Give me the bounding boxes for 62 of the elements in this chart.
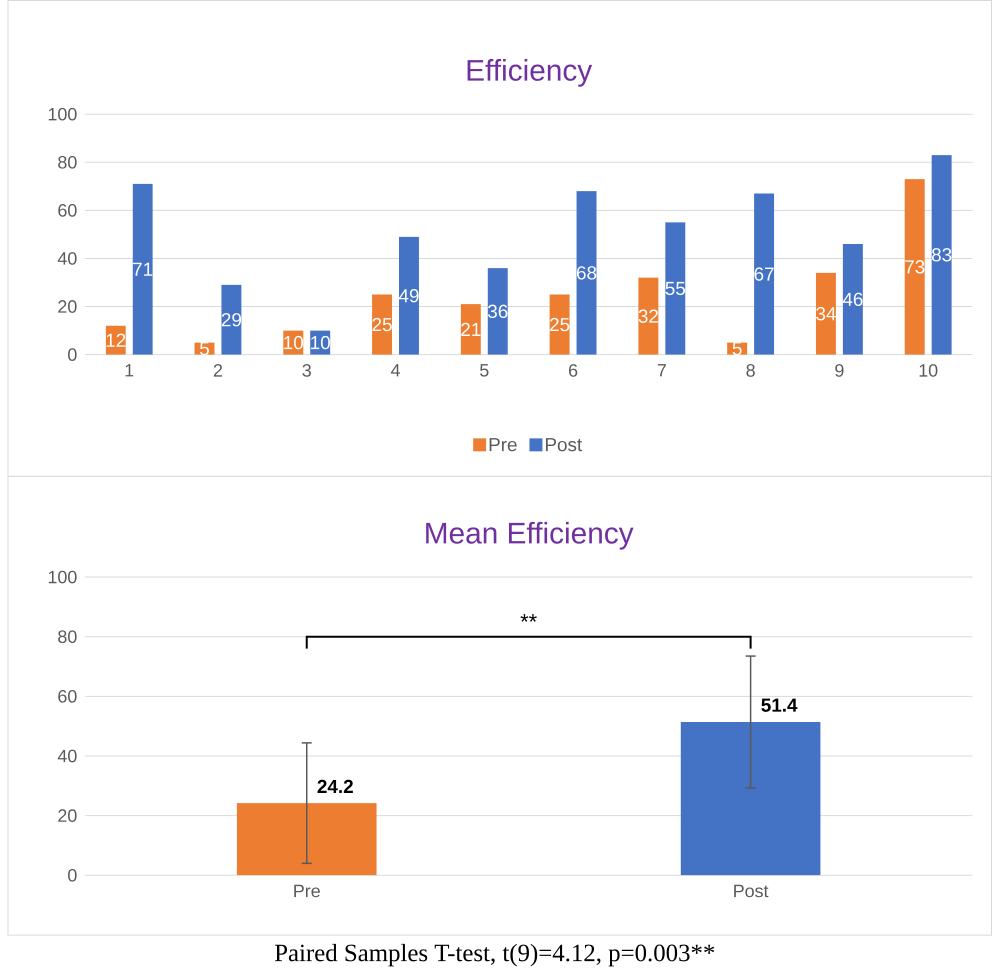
x-tick-label: 4 bbox=[390, 364, 400, 376]
y-tick-label: 20 bbox=[58, 300, 77, 313]
data-label: 25 bbox=[372, 318, 392, 332]
bar bbox=[460, 304, 481, 355]
y-tick-label: 60 bbox=[58, 690, 77, 703]
data-label: 25 bbox=[550, 318, 570, 332]
annotation: ** bbox=[520, 614, 537, 622]
text: Paired Samples T-test, t(9)=4.12, p=0.003** bbox=[274, 944, 714, 966]
x-tick-label: 7 bbox=[658, 364, 666, 376]
data-label: 83 bbox=[932, 248, 952, 262]
bar bbox=[754, 194, 774, 355]
data-label: 36 bbox=[488, 304, 508, 318]
bar bbox=[904, 179, 925, 355]
data-label: 10 bbox=[284, 336, 304, 350]
chart-title: Mean Efficiency bbox=[426, 522, 634, 550]
chart-title: Efficiency bbox=[468, 58, 592, 87]
y-tick-label: 0 bbox=[68, 868, 77, 882]
x-tick-label: 6 bbox=[568, 364, 578, 377]
x-tick-label: 2 bbox=[214, 364, 222, 377]
bar bbox=[132, 184, 153, 355]
y-tick-label: 60 bbox=[58, 204, 77, 217]
x-tick-label: 9 bbox=[835, 364, 844, 377]
x-tick-label: 8 bbox=[746, 364, 755, 377]
data-label: 67 bbox=[754, 267, 774, 281]
bar bbox=[638, 278, 658, 355]
bar bbox=[665, 222, 686, 355]
data-label: 32 bbox=[638, 309, 658, 323]
data-label: 55 bbox=[666, 282, 686, 296]
data-label: 29 bbox=[222, 313, 242, 326]
legend-label: Pre bbox=[490, 438, 517, 452]
data-label: 49 bbox=[398, 289, 419, 302]
data-label: 71 bbox=[133, 262, 152, 276]
data-label: 68 bbox=[576, 266, 596, 280]
data-label: 10 bbox=[311, 336, 330, 350]
data-label: 21 bbox=[461, 322, 480, 336]
y-tick-label: 80 bbox=[58, 630, 77, 644]
x-tick-label: 10 bbox=[920, 364, 938, 377]
data-label: 51.4 bbox=[761, 698, 798, 712]
bar bbox=[221, 284, 242, 355]
x-tick-label: 1 bbox=[126, 364, 134, 376]
bar bbox=[576, 191, 597, 355]
bar bbox=[488, 268, 508, 355]
legend-label: Post bbox=[546, 438, 582, 452]
bar bbox=[399, 236, 419, 355]
x-tick-label: 5 bbox=[480, 364, 489, 377]
y-tick-label: 0 bbox=[68, 348, 77, 361]
y-tick-label: 100 bbox=[48, 570, 77, 584]
data-label: 34 bbox=[816, 307, 836, 320]
bar bbox=[372, 294, 392, 355]
y-tick-label: 40 bbox=[58, 252, 77, 265]
bar bbox=[550, 294, 570, 355]
bar bbox=[842, 244, 863, 355]
bar bbox=[932, 155, 952, 355]
y-tick-label: 40 bbox=[58, 750, 77, 762]
data-label: 73 bbox=[905, 260, 924, 274]
bar bbox=[816, 272, 836, 355]
data-label: 24.2 bbox=[318, 780, 353, 793]
y-tick-label: 20 bbox=[58, 809, 77, 822]
y-tick-label: 80 bbox=[58, 156, 77, 169]
x-tick-label: 3 bbox=[302, 364, 311, 377]
y-tick-label: 100 bbox=[48, 108, 77, 121]
data-label: 12 bbox=[106, 334, 126, 347]
